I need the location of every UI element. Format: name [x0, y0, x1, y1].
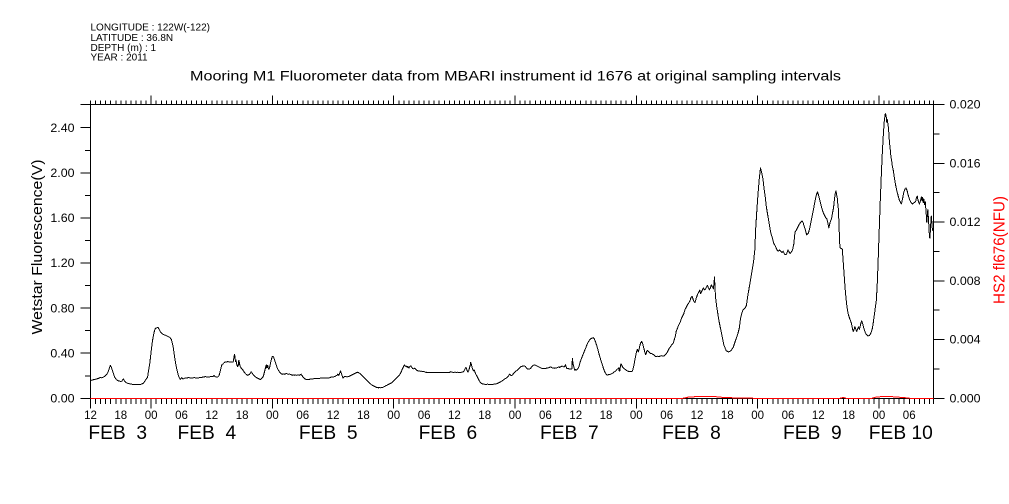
- svg-text:00: 00: [266, 410, 279, 422]
- svg-text:18: 18: [357, 410, 370, 422]
- svg-text:YEAR : 2011: YEAR : 2011: [91, 52, 149, 63]
- svg-text:12: 12: [691, 410, 704, 422]
- svg-text:06: 06: [296, 410, 309, 422]
- svg-text:FEB 8: FEB 8: [662, 423, 721, 444]
- svg-text:00: 00: [145, 410, 158, 422]
- svg-text:FEB 3: FEB 3: [88, 423, 147, 444]
- svg-text:12: 12: [84, 410, 97, 422]
- svg-text:06: 06: [782, 410, 795, 422]
- svg-text:2.40: 2.40: [50, 121, 74, 135]
- svg-text:06: 06: [903, 410, 916, 422]
- svg-text:18: 18: [842, 410, 855, 422]
- svg-text:12: 12: [448, 410, 461, 422]
- svg-text:12: 12: [205, 410, 218, 422]
- svg-text:1.60: 1.60: [50, 211, 74, 225]
- svg-text:LONGITUDE : 122W(-122): LONGITUDE : 122W(-122): [91, 23, 210, 34]
- svg-text:FEB 10: FEB 10: [869, 423, 933, 444]
- svg-text:12: 12: [569, 410, 582, 422]
- svg-text:06: 06: [175, 410, 188, 422]
- svg-text:HS2 fl676(NFU): HS2 fl676(NFU): [992, 196, 1009, 304]
- svg-text:0.00: 0.00: [50, 392, 74, 406]
- svg-text:12: 12: [812, 410, 825, 422]
- svg-text:00: 00: [387, 410, 400, 422]
- svg-text:0.40: 0.40: [50, 346, 74, 360]
- svg-text:18: 18: [478, 410, 491, 422]
- svg-text:00: 00: [873, 410, 886, 422]
- svg-text:FEB 9: FEB 9: [783, 423, 842, 444]
- svg-text:00: 00: [630, 410, 643, 422]
- svg-text:DEPTH (m) : 1: DEPTH (m) : 1: [91, 43, 157, 54]
- svg-text:18: 18: [236, 410, 249, 422]
- svg-text:FEB 5: FEB 5: [299, 423, 358, 444]
- svg-text:0.016: 0.016: [950, 157, 981, 171]
- svg-text:Wetstar Fluorescence(V): Wetstar Fluorescence(V): [29, 159, 46, 334]
- svg-text:06: 06: [418, 410, 431, 422]
- svg-text:0.004: 0.004: [950, 333, 981, 347]
- svg-text:0.012: 0.012: [950, 215, 981, 229]
- svg-text:0.000: 0.000: [950, 392, 981, 406]
- svg-text:12: 12: [327, 410, 340, 422]
- svg-text:FEB 6: FEB 6: [419, 423, 478, 444]
- svg-text:00: 00: [509, 410, 522, 422]
- svg-text:Mooring M1 Fluorometer data fr: Mooring M1 Fluorometer data from MBARI i…: [190, 69, 841, 84]
- svg-text:0.020: 0.020: [950, 98, 981, 112]
- svg-text:18: 18: [600, 410, 613, 422]
- svg-text:2.00: 2.00: [50, 166, 74, 180]
- svg-text:06: 06: [660, 410, 673, 422]
- svg-text:18: 18: [114, 410, 127, 422]
- svg-text:FEB 4: FEB 4: [177, 423, 236, 444]
- svg-text:FEB 7: FEB 7: [540, 423, 599, 444]
- svg-text:0.008: 0.008: [950, 274, 981, 288]
- svg-text:0.80: 0.80: [50, 301, 74, 315]
- svg-text:1.20: 1.20: [50, 256, 74, 270]
- svg-text:00: 00: [751, 410, 764, 422]
- svg-text:06: 06: [539, 410, 552, 422]
- svg-text:LATITUDE : 36.8N: LATITUDE : 36.8N: [91, 33, 174, 44]
- svg-text:18: 18: [721, 410, 734, 422]
